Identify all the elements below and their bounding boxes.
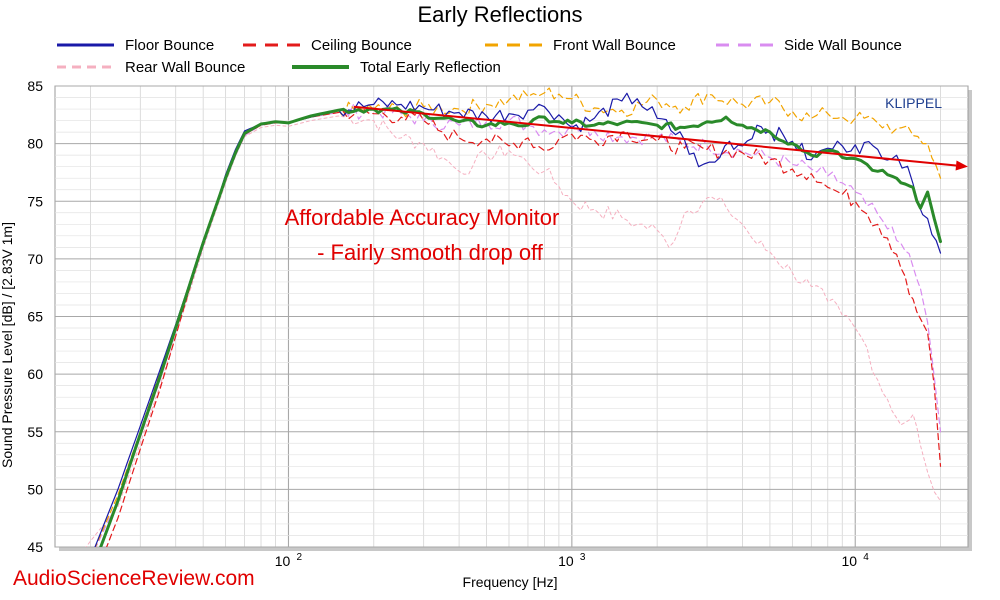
legend-label: Ceiling Bounce [311,37,412,54]
legend-label: Floor Bounce [125,37,214,54]
x-tick-label: 10 2 [275,552,303,569]
series-line-total-early-reflection [99,106,942,547]
y-tick-label: 80 [27,136,43,152]
y-axis-label: Sound Pressure Level [dB] / [2.83V 1m] [0,222,15,468]
series-line-front-wall-bounce [94,87,942,547]
annotation-line-2: - Fairly smooth drop off [317,240,544,265]
series-line-rear-wall-bounce [85,115,941,547]
x-axis-ticks: 10 2 10 3 10 4 [275,552,870,569]
y-axis-ticks: 45 50 55 60 65 70 75 80 85 [27,78,43,555]
legend-item: Floor Bounce [57,37,214,54]
legend-label: Total Early Reflection [360,59,501,76]
y-tick-label: 55 [27,424,43,440]
legend-label: Side Wall Bounce [784,37,902,54]
trend-arrow-head [955,160,968,171]
series-lines [85,87,942,547]
trend-arrow [353,105,968,171]
legend-item: Side Wall Bounce [716,37,902,54]
x-tick-exponent: 4 [863,552,869,563]
legend-item: Ceiling Bounce [243,37,412,54]
legend-item: Total Early Reflection [292,59,501,76]
y-tick-label: 45 [27,539,43,555]
y-tick-label: 65 [27,309,43,325]
y-tick-label: 70 [27,251,43,267]
y-tick-label: 60 [27,366,43,382]
trend-arrow-line [353,105,957,167]
y-tick-label: 85 [27,78,43,94]
x-tick-exponent: 2 [296,552,302,563]
x-axis-label: Frequency [Hz] [463,574,558,590]
plot-area [54,85,972,551]
x-tick-base: 10 [841,553,857,569]
series-line-ceiling-bounce [106,107,942,547]
x-tick-label: 10 3 [558,552,586,569]
annotation-line-1: Affordable Accuracy Monitor [285,205,560,230]
legend-item: Rear Wall Bounce [57,59,245,76]
legend-label: Rear Wall Bounce [125,59,245,76]
y-tick-label: 75 [27,193,43,209]
y-tick-label: 50 [27,481,43,497]
legend: Floor Bounce Ceiling Bounce Front Wall Bou… [57,37,902,76]
x-tick-exponent: 3 [580,552,586,563]
legend-item: Front Wall Bounce [485,37,676,54]
x-tick-base: 10 [275,553,291,569]
x-tick-label: 10 4 [841,552,869,569]
chart-title: Early Reflections [417,2,582,27]
klippel-watermark: KLIPPEL [885,95,942,111]
source-watermark: AudioScienceReview.com [13,567,255,590]
grid [55,85,968,548]
legend-label: Front Wall Bounce [553,37,676,54]
x-tick-base: 10 [558,553,574,569]
